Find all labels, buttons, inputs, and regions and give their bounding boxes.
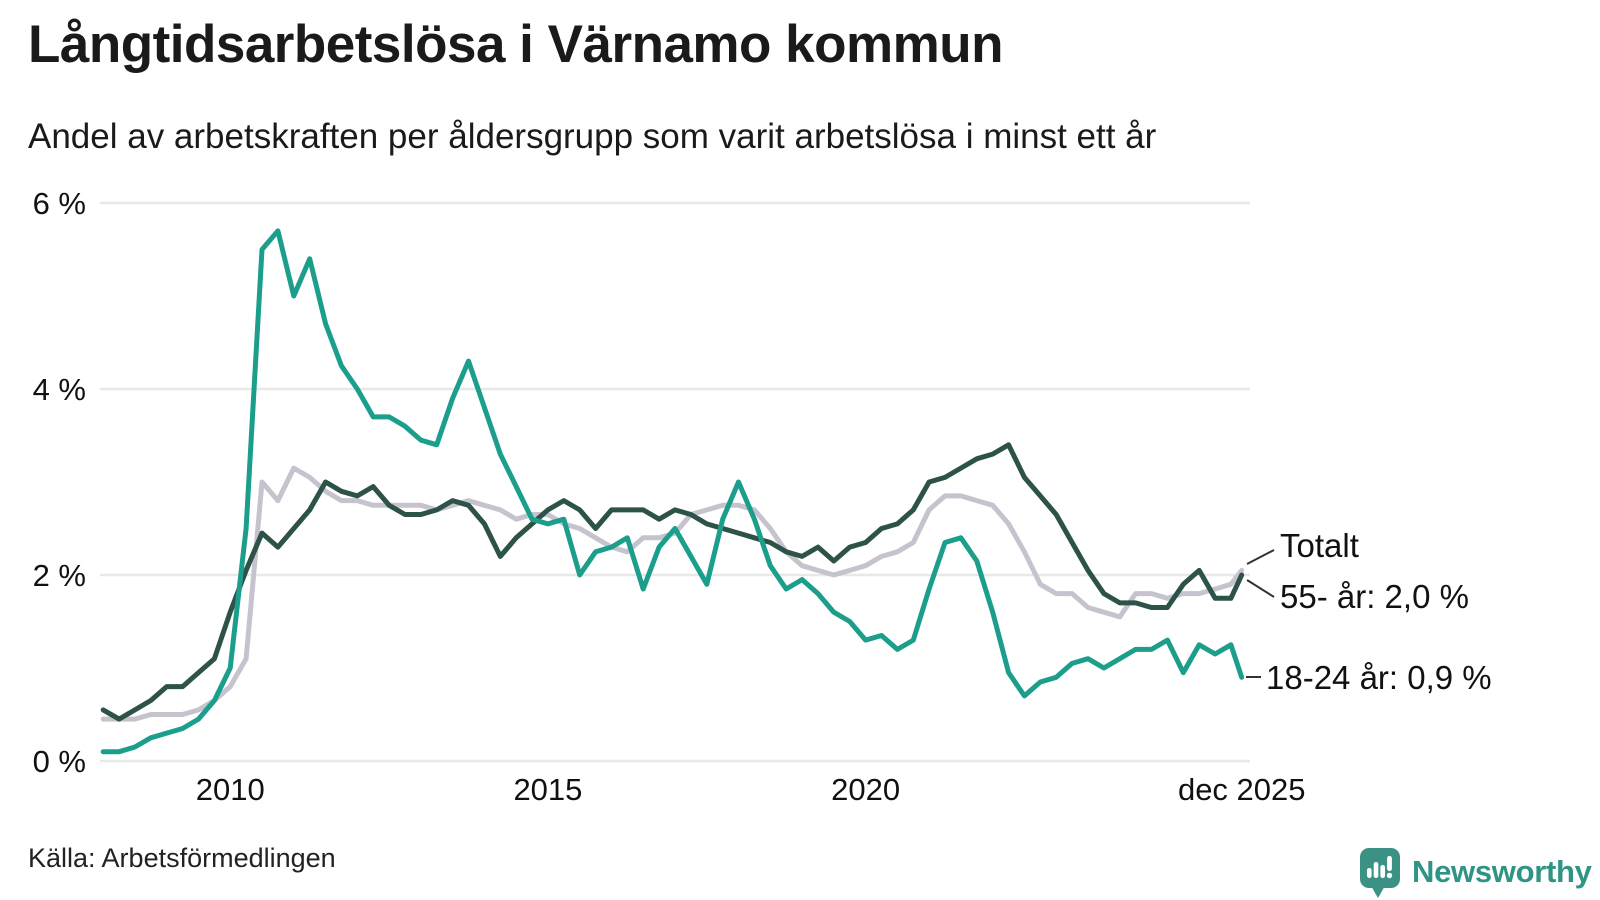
series-end-label-totalt: Totalt [1280, 527, 1359, 564]
newsworthy-brand-link[interactable]: Newsworthy [1358, 846, 1592, 898]
x-axis-tick-label: 2015 [513, 772, 582, 807]
series-line-totalt [100, 465, 1245, 722]
brand-name: Newsworthy [1412, 854, 1592, 889]
series-line-55-r [100, 442, 1245, 722]
y-axis-tick-label: 4 % [33, 372, 86, 407]
annotation-connector [1246, 579, 1275, 598]
chart-subtitle: Andel av arbetskraften per åldersgrupp s… [28, 117, 1157, 156]
x-axis-tick-label: 2010 [196, 772, 265, 807]
y-axis-tick-label: 0 % [33, 744, 86, 779]
x-axis-tick-label: dec 2025 [1178, 772, 1306, 807]
series-end-label-18-24r: 18-24 år: 0,9 % [1266, 659, 1492, 696]
page-title: Långtidsarbetslösa i Värnamo kommun [28, 15, 1004, 74]
annotation-connector [1246, 549, 1275, 565]
y-axis-tick-label: 6 % [33, 186, 86, 221]
x-axis-tick-label: 2020 [831, 772, 900, 807]
newsworthy-logo-icon [1360, 848, 1400, 898]
series-line-18-24r [100, 228, 1245, 755]
series-end-label-55-r: 55- år: 2,0 % [1280, 578, 1469, 615]
source-credit: Källa: Arbetsförmedlingen [28, 843, 336, 873]
y-axis-tick-label: 2 % [33, 558, 86, 593]
